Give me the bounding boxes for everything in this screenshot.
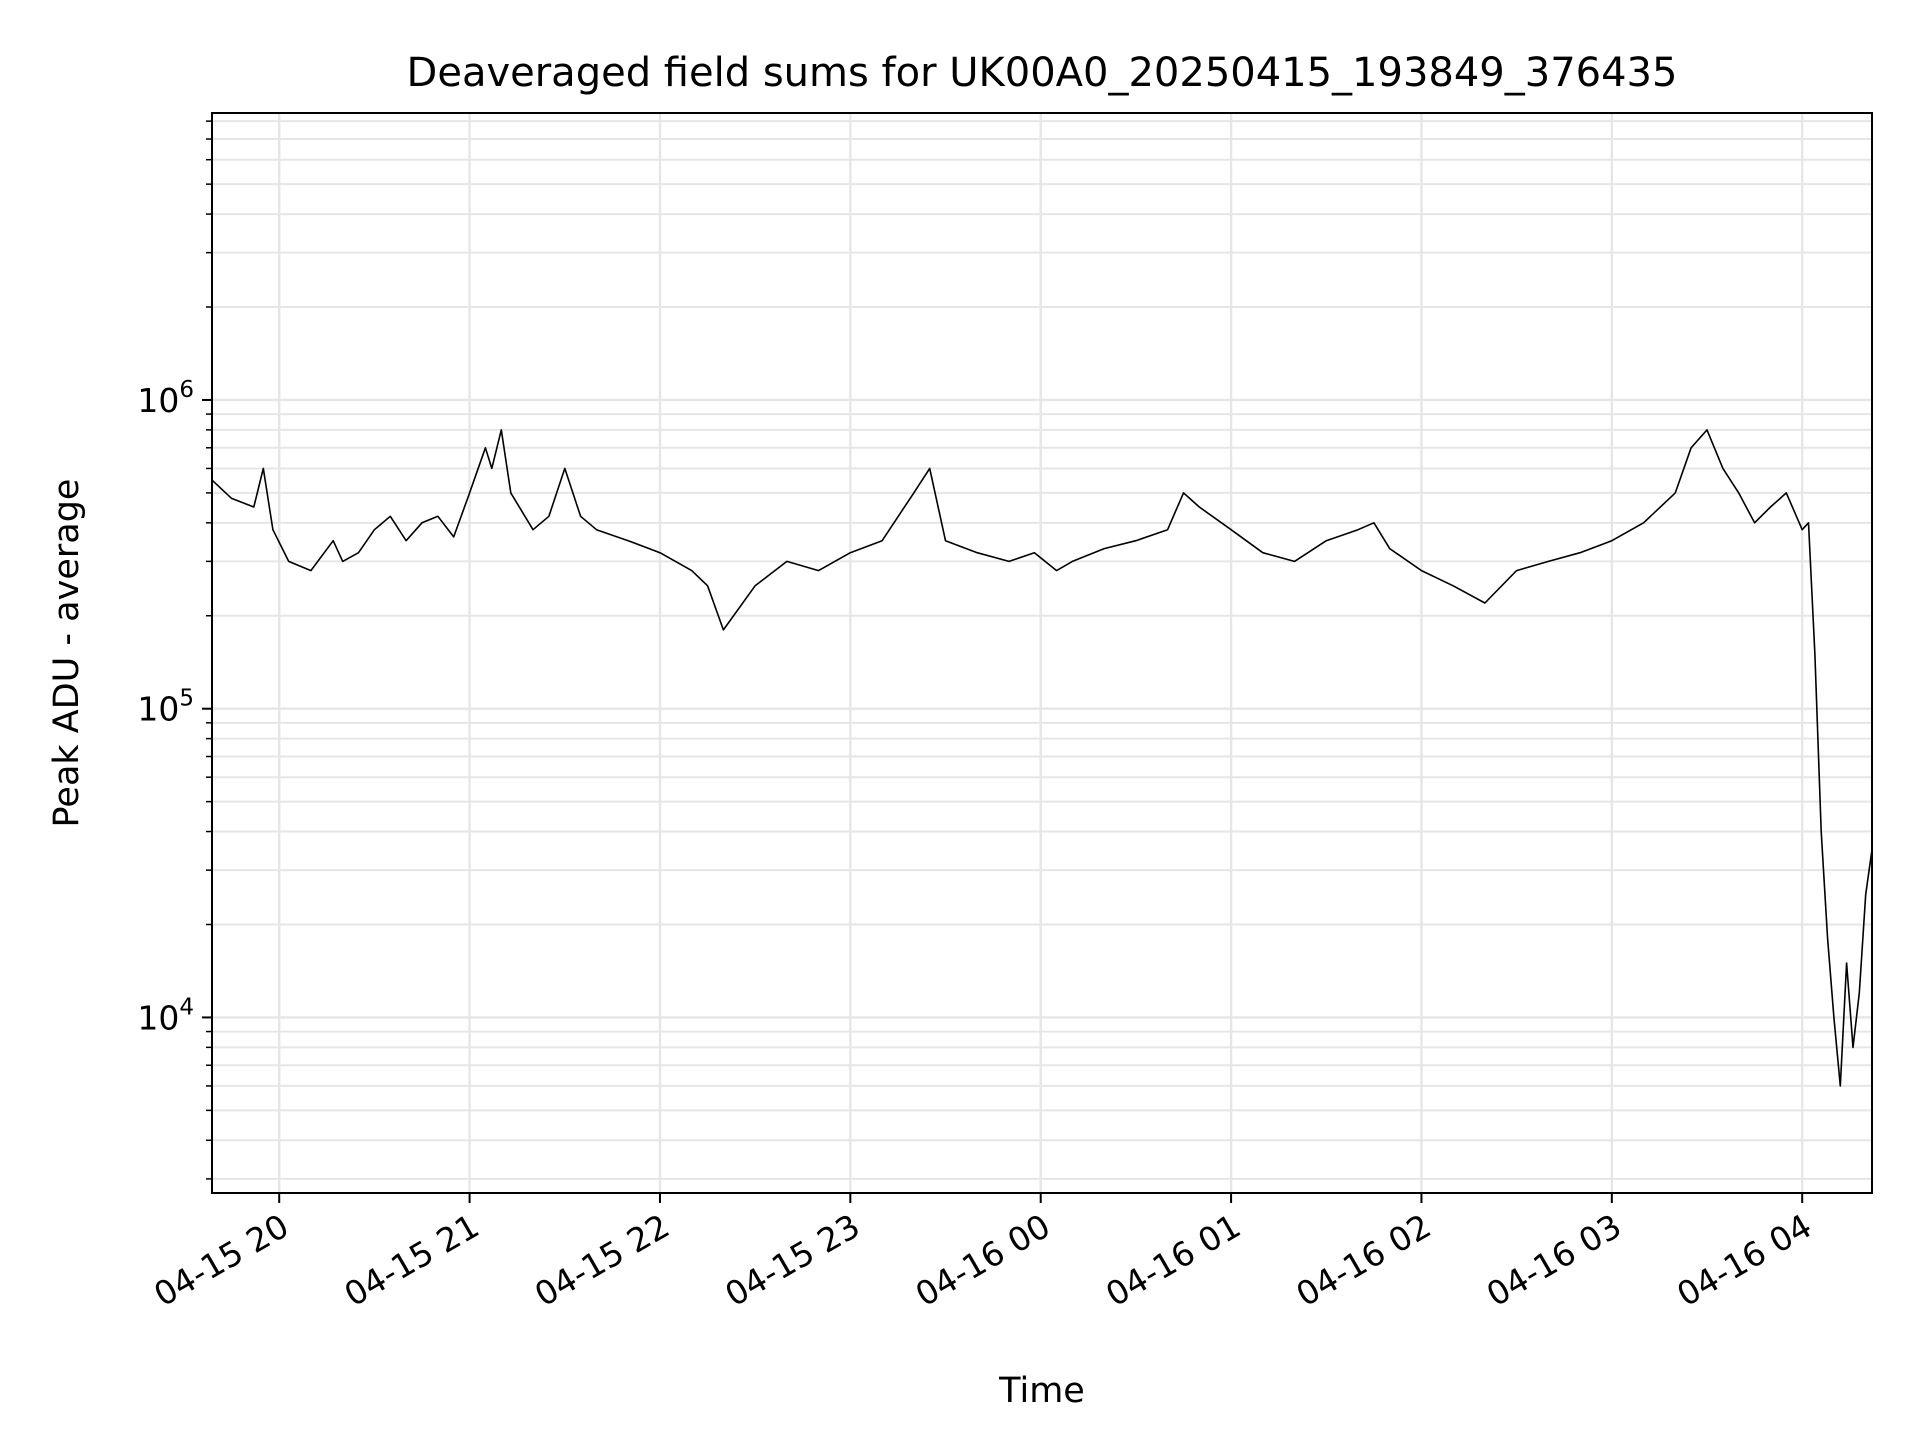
grid-lines	[212, 113, 1872, 1193]
y-axis-label: Peak ADU - average	[47, 479, 87, 828]
y-axis-ticks: 104 105 106	[137, 120, 212, 1180]
plot-area	[211, 429, 1873, 1087]
x-axis-label: Time	[998, 1371, 1085, 1411]
chart-title: Deaveraged field sums for UK00A0_2025041…	[407, 50, 1678, 96]
series-line	[211, 429, 1873, 1087]
y-tick-label: 105	[137, 686, 194, 729]
plot-frame	[211, 112, 1873, 1194]
y-tick-label: 106	[137, 377, 194, 420]
y-tick-label: 104	[137, 994, 194, 1037]
